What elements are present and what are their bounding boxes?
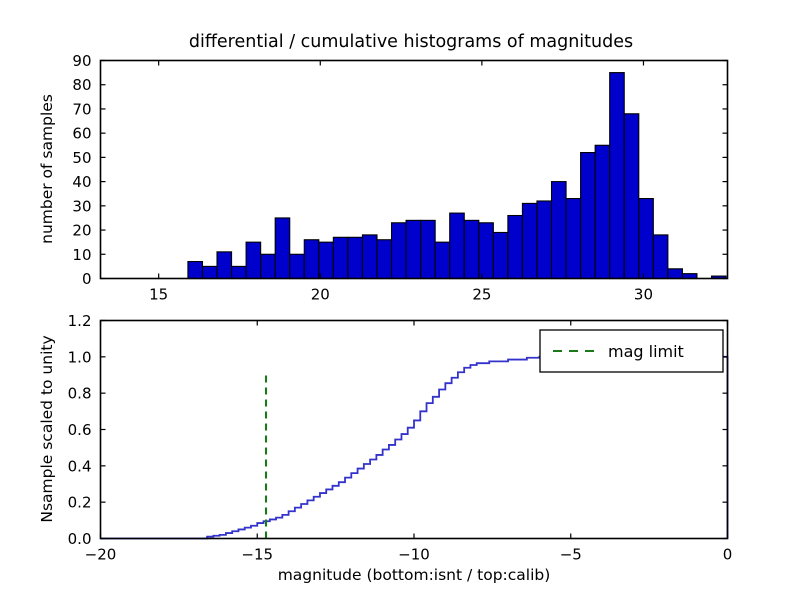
x-tick-label: 25 [472, 286, 491, 304]
y-tick-label: 50 [72, 149, 91, 167]
histogram-bar [188, 262, 203, 279]
y-tick-label: 60 [72, 125, 91, 143]
histogram-bar [275, 218, 290, 279]
histogram-bar [610, 73, 625, 279]
cumulative-curve [101, 357, 728, 539]
histogram-bar [479, 223, 494, 279]
histogram-bar [537, 201, 552, 279]
y-tick-label: 20 [72, 222, 91, 240]
histogram-bar [333, 237, 348, 278]
histogram-bar [624, 114, 639, 279]
histogram-bar [392, 223, 407, 279]
matplotlib-figure: differential / cumulative histograms of … [0, 0, 800, 600]
histogram-bar [377, 240, 392, 279]
y-tick-label: 40 [72, 173, 91, 191]
histogram-bar [304, 240, 319, 279]
y-tick-label: 0 [82, 270, 92, 288]
histogram-bar [362, 235, 377, 279]
y-tick-label: 0.8 [68, 385, 92, 403]
histogram-bar [566, 199, 581, 279]
histogram-bar [217, 252, 232, 279]
histogram-bar [246, 242, 261, 278]
histogram-bar [522, 203, 537, 278]
histogram-bar [421, 220, 436, 278]
x-tick-label: −5 [560, 546, 582, 564]
x-tick-label: −20 [85, 546, 117, 564]
histogram-bar [639, 199, 654, 279]
legend-label-mag-limit: mag limit [608, 342, 684, 361]
x-tick-label: 20 [311, 286, 330, 304]
y-tick-label: 1.0 [68, 348, 92, 366]
x-tick-label: −10 [398, 546, 430, 564]
y-tick-label: 0.4 [68, 457, 92, 475]
histogram-bar [493, 232, 508, 278]
histogram-bar [319, 242, 334, 278]
histogram-bar [261, 254, 276, 278]
legend[interactable]: mag limit [540, 330, 723, 372]
x-tick-label: −15 [241, 546, 273, 564]
y-tick-label: 0.0 [68, 530, 92, 548]
histogram-bar [552, 182, 567, 279]
y-tick-label: 10 [72, 246, 91, 264]
histogram-bar [653, 235, 668, 279]
y-tick-label: 0.2 [68, 494, 92, 512]
y-tick-label: 80 [72, 76, 91, 94]
histogram-bar [595, 145, 610, 278]
y-tick-label: 70 [72, 100, 91, 118]
bottom-x-axis-label: magnitude (bottom:isnt / top:calib) [278, 566, 551, 584]
y-tick-label: 1.2 [68, 312, 92, 330]
x-tick-label: 15 [149, 286, 168, 304]
figure-canvas: differential / cumulative histograms of … [0, 0, 800, 600]
histogram-bar [581, 153, 596, 279]
bottom-axes: −20 −15 −10 −5 0 0.0 0.2 0.4 0.6 0.8 1.0 1.2 Nsampl… [38, 312, 732, 584]
histogram-bar [435, 242, 450, 278]
histogram-bar [450, 213, 465, 278]
y-tick-label: 0.6 [68, 421, 92, 439]
cumulative-step-curve [101, 357, 728, 539]
top-axes: differential / cumulative histograms of … [38, 32, 728, 304]
y-tick-label: 90 [72, 52, 91, 70]
bottom-y-axis-label: Nsample scaled to unity [38, 335, 56, 522]
x-tick-label: 30 [634, 286, 653, 304]
histogram-bar [668, 269, 683, 279]
top-y-axis-label: number of samples [38, 94, 56, 244]
x-tick-label: 0 [723, 546, 733, 564]
histogram-bar [202, 266, 217, 278]
histogram-bar [508, 216, 523, 279]
histogram-bar [348, 237, 363, 278]
page-title: differential / cumulative histograms of … [189, 32, 633, 52]
histogram-bars [188, 73, 726, 279]
histogram-bar [406, 220, 421, 278]
histogram-bar [232, 266, 247, 278]
histogram-bar [464, 220, 479, 278]
histogram-bar [290, 254, 305, 278]
y-tick-label: 30 [72, 197, 91, 215]
